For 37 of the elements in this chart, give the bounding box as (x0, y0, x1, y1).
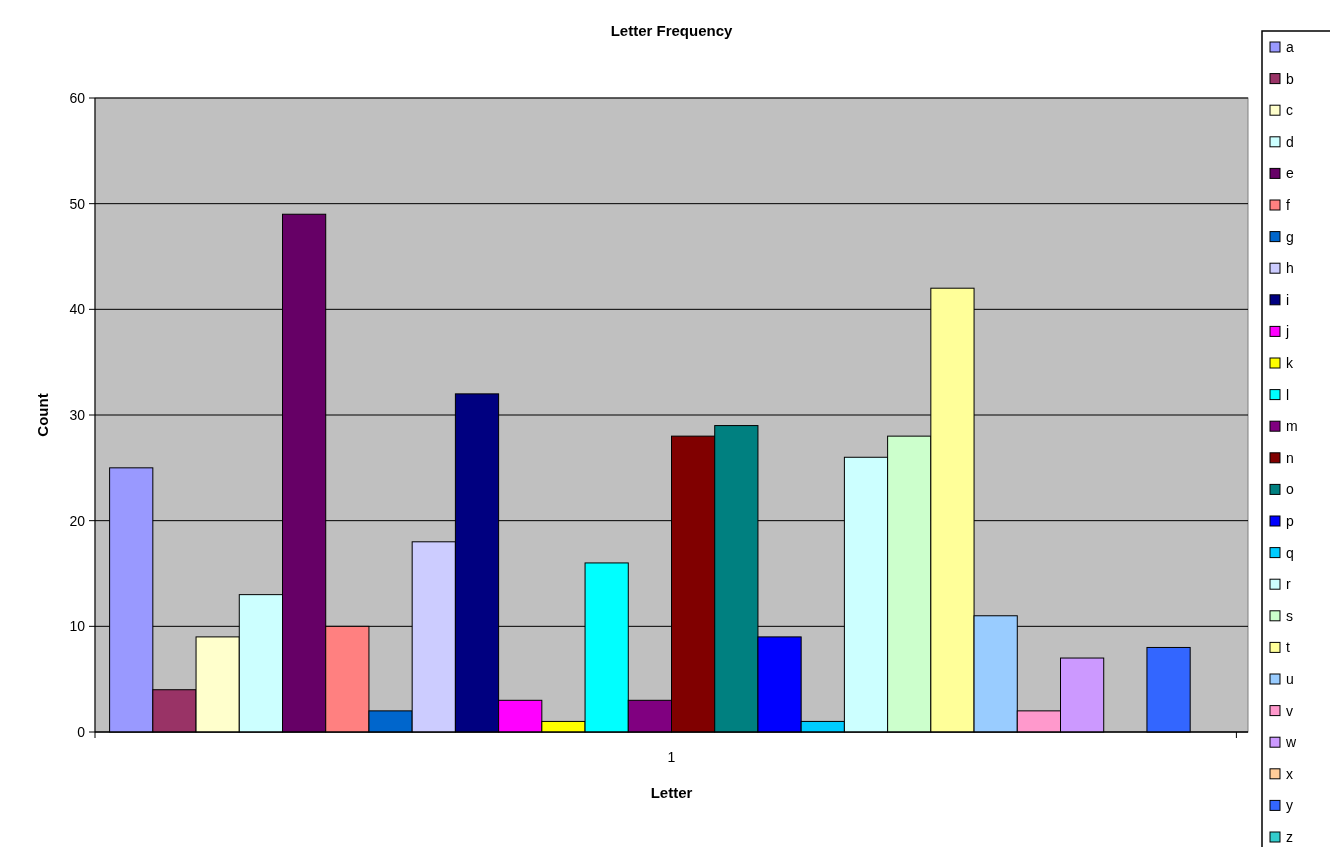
legend-label: y (1286, 797, 1293, 814)
legend-label: f (1286, 196, 1290, 213)
legend-label: x (1286, 765, 1293, 782)
legend-label: z (1286, 828, 1293, 845)
legend-label: j (1285, 323, 1290, 340)
legend-label: d (1286, 133, 1294, 150)
legend-label: l (1286, 386, 1290, 403)
legend-label: v (1286, 702, 1293, 719)
legend-label: q (1286, 544, 1294, 561)
x-tick-label: 1 (667, 749, 676, 765)
legend-label: a (1286, 38, 1294, 55)
y-tick-label: 30 (69, 406, 86, 423)
legend-label: u (1286, 670, 1294, 687)
legend-label: k (1286, 354, 1294, 371)
y-tick-label: 50 (69, 195, 86, 212)
legend-label: t (1286, 639, 1290, 656)
y-tick-label: 20 (69, 512, 86, 529)
legend-label: o (1286, 481, 1294, 498)
legend-label: w (1285, 734, 1297, 751)
x-axis-title: Letter (650, 784, 693, 801)
legend-label: n (1286, 449, 1294, 466)
legend-label: b (1286, 70, 1294, 87)
chart-title: Letter Frequency (610, 22, 734, 39)
y-tick-label: 60 (69, 89, 86, 106)
legend-label: h (1286, 260, 1294, 277)
legend-label: r (1286, 576, 1291, 593)
y-tick-label: 40 (69, 301, 86, 318)
legend-label: g (1286, 228, 1294, 245)
legend-label: e (1286, 165, 1294, 182)
y-tick-label: 0 (77, 723, 86, 740)
y-axis-title: Count (34, 393, 51, 437)
legend-label: p (1286, 512, 1294, 529)
legend-label: i (1286, 291, 1290, 308)
legend-label: s (1286, 607, 1293, 624)
legend-label: c (1286, 102, 1293, 119)
legend-label: m (1286, 418, 1298, 435)
y-tick-label: 10 (69, 618, 86, 635)
